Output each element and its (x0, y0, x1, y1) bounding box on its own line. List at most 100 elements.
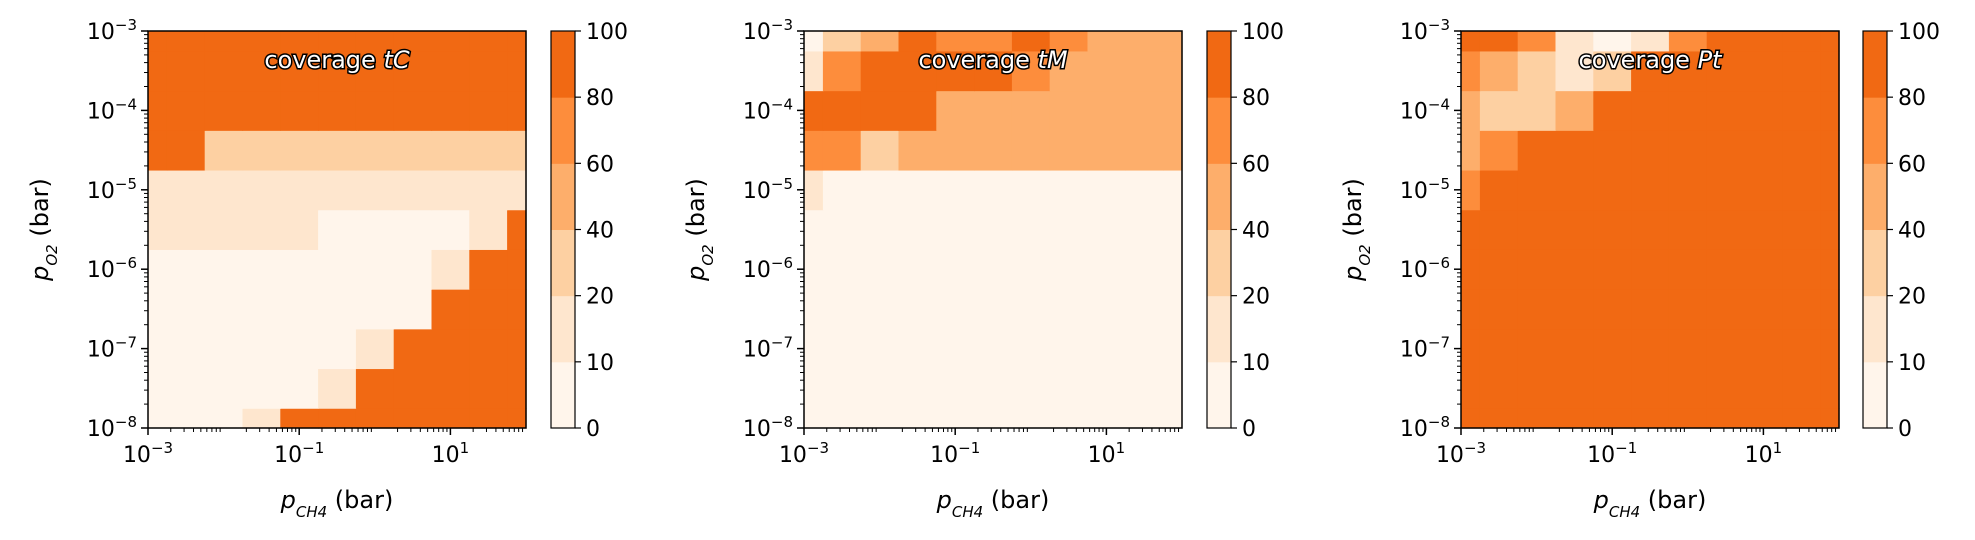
heatmap-cell (1706, 50, 1746, 92)
heatmap-cell (469, 368, 508, 409)
x-tick-label-part: −1 (1615, 439, 1637, 457)
heatmap-cell (1782, 90, 1821, 131)
heatmap-cell (148, 328, 168, 370)
y-tick-label: 10−8 (87, 413, 137, 442)
y-axis-label: pO2 (bar) (1339, 178, 1374, 282)
y-tick-label-part: 10 (87, 338, 115, 363)
heatmap-cell (393, 289, 433, 330)
heatmap-cell (822, 289, 862, 330)
panel-1: 10−3 10−1 10110−810−710−610−510−410−3pCH4 … (26, 16, 628, 521)
heatmap-cell (1163, 368, 1183, 409)
heatmap-cell (974, 249, 1013, 290)
panel-title-part: Pt (1698, 46, 1723, 74)
colorbar-segment (1207, 163, 1231, 230)
colorbar-segment (1207, 361, 1231, 429)
heatmap-cell (1479, 249, 1519, 290)
heatmap-cell (860, 31, 900, 52)
heatmap-cell (822, 368, 862, 409)
heatmap-cell (242, 368, 281, 409)
heatmap-cell (1555, 249, 1594, 290)
y-tick-label: 10−3 (87, 16, 137, 45)
heatmap-cell (242, 408, 281, 429)
heatmap-cell (507, 408, 527, 429)
x-tick-label-part: 10 (274, 443, 302, 468)
heatmap-cell (242, 289, 281, 330)
heatmap-cell (166, 368, 206, 409)
heatmap-cell (860, 408, 900, 429)
heatmap-cell (1593, 368, 1632, 409)
heatmap-cell (431, 169, 470, 211)
heatmap-cell (1479, 328, 1519, 370)
y-tick-label-part: 10 (743, 417, 771, 442)
y-tick-label-part: 10 (743, 338, 771, 363)
heatmap-cell (1479, 50, 1519, 92)
heatmap-cell (1706, 90, 1746, 131)
heatmap-cell (1479, 90, 1519, 131)
axes-frame (803, 30, 1183, 429)
heatmap-cell (393, 368, 433, 409)
heatmap-cell (431, 90, 470, 131)
heatmap-cell (1668, 328, 1708, 370)
heatmap-cell (1744, 31, 1783, 52)
heatmap-cell (318, 50, 357, 92)
x-axis-label-part: CH4 (296, 503, 327, 521)
heatmap-cell (1782, 50, 1821, 92)
heatmap-cell (318, 209, 357, 250)
heatmap-cell (1461, 90, 1481, 131)
heatmap-cell (1668, 169, 1708, 211)
heatmap-cell (1125, 169, 1164, 211)
heatmap-cell (822, 328, 862, 370)
heatmap-cell (166, 289, 206, 330)
heatmap-cell (204, 368, 244, 409)
x-tick-label-part: −3 (807, 439, 829, 457)
heatmap-cell (1668, 249, 1708, 290)
heatmap-cell (1049, 408, 1089, 429)
heatmap-cell (1631, 289, 1670, 330)
x-tick-label-part: 1 (1773, 439, 1783, 457)
heatmap-cell (1782, 408, 1821, 429)
heatmap-cell (204, 289, 244, 330)
heatmap-cell (1163, 31, 1183, 52)
heatmap-cell (148, 249, 168, 290)
x-tick-label-part: 1 (460, 439, 470, 457)
heatmap-cell (1517, 31, 1557, 52)
x-tick-label-part: −1 (958, 439, 980, 457)
heatmap-cell (242, 90, 281, 131)
colorbar-tick-label: 100 (1898, 20, 1940, 45)
heatmap-cell (1593, 289, 1632, 330)
heatmap-cell (1820, 368, 1840, 409)
x-axis-label-part: p (280, 486, 296, 514)
heatmap-cell (1517, 90, 1557, 131)
y-tick-label-part: −7 (771, 334, 793, 352)
heatmap-cell (936, 50, 975, 92)
heatmap-cell (804, 209, 824, 250)
heatmap-cell (898, 249, 937, 290)
colorbar-tick-label-part: 80 (1898, 86, 1926, 111)
colorbar-segment (551, 361, 575, 429)
heatmap-cell (1820, 130, 1840, 171)
heatmap-cell (166, 169, 206, 211)
heatmap-cell (1631, 90, 1670, 131)
heatmap-cell (1593, 249, 1632, 290)
heatmap-cell (860, 90, 900, 131)
panel-title: coverage tC (264, 46, 409, 74)
heatmap-cell (431, 249, 470, 290)
colorbar-tick-label: 10 (586, 351, 614, 376)
heatmap-cell (1744, 50, 1783, 92)
heatmap-cell (1163, 90, 1183, 131)
heatmap-cell (1011, 408, 1051, 429)
y-tick-label: 10−3 (1400, 16, 1450, 45)
heatmap-cell (148, 50, 168, 92)
heatmap-cell (1782, 289, 1821, 330)
heatmap-cell (355, 249, 395, 290)
x-axis-label-part: (bar) (327, 486, 393, 514)
heatmap-cell (393, 130, 433, 171)
heatmap-cell (204, 90, 244, 131)
heatmap-cell (936, 209, 975, 250)
heatmap-cell (1744, 249, 1783, 290)
heatmap-cell (1087, 50, 1126, 92)
heatmap-cell (148, 368, 168, 409)
heatmap-cells (1461, 31, 1840, 429)
heatmap-cell (1011, 169, 1051, 211)
heatmap-cell (898, 50, 937, 92)
